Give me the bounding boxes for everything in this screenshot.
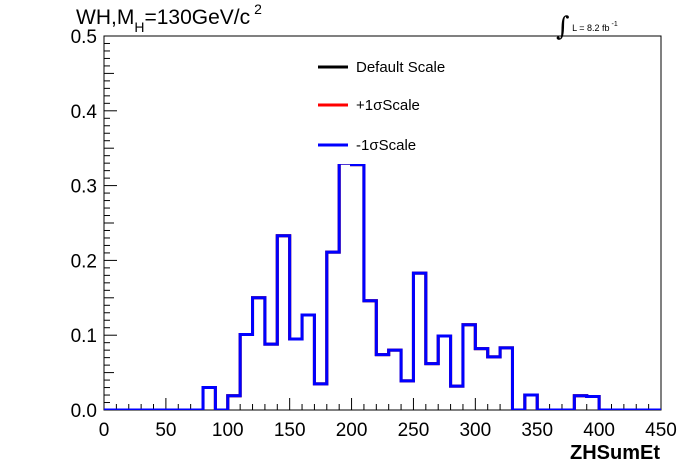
series-line-2 — [104, 161, 661, 410]
luminosity-label: ∫ L = 8.2 fb -1 — [556, 8, 618, 42]
title-rest: =130GeV/c — [144, 6, 251, 29]
y-tick-label: 0.3 — [71, 177, 97, 198]
x-tick-label: 150 — [274, 420, 306, 441]
x-tick-label: 350 — [521, 420, 553, 441]
legend-label: -1σScale — [356, 137, 416, 154]
title-main: WH,M — [76, 6, 135, 29]
x-tick-label: 50 — [155, 420, 176, 441]
x-tick-label: 400 — [583, 420, 615, 441]
luminosity-superscript: -1 — [611, 21, 618, 28]
y-tick-label: 0.4 — [71, 102, 98, 123]
x-tick-label: 200 — [336, 420, 368, 441]
legend-label: Default Scale — [356, 59, 445, 76]
y-tick-label: 0.2 — [71, 251, 97, 272]
y-tick-label: 0.0 — [71, 401, 97, 422]
chart-title: WH,MH=130GeV/c 2 — [76, 1, 262, 35]
series-line-1 — [104, 161, 661, 410]
x-tick-label: 300 — [459, 420, 491, 441]
integral-symbol: ∫ — [556, 12, 570, 42]
luminosity-text: L = 8.2 fb — [572, 23, 610, 33]
title-superscript: 2 — [254, 1, 262, 17]
x-tick-label: 100 — [212, 420, 244, 441]
x-tick-label: 250 — [398, 420, 430, 441]
x-tick-label: 0 — [99, 420, 110, 441]
x-tick-label: 450 — [645, 420, 677, 441]
title-subscript: H — [134, 19, 145, 35]
x-axis-title: ZHSumEt — [570, 442, 660, 464]
y-tick-label: 0.5 — [71, 27, 97, 48]
y-tick-label: 0.1 — [71, 326, 97, 347]
legend-label: +1σScale — [356, 97, 420, 114]
series-line-0 — [104, 161, 661, 410]
